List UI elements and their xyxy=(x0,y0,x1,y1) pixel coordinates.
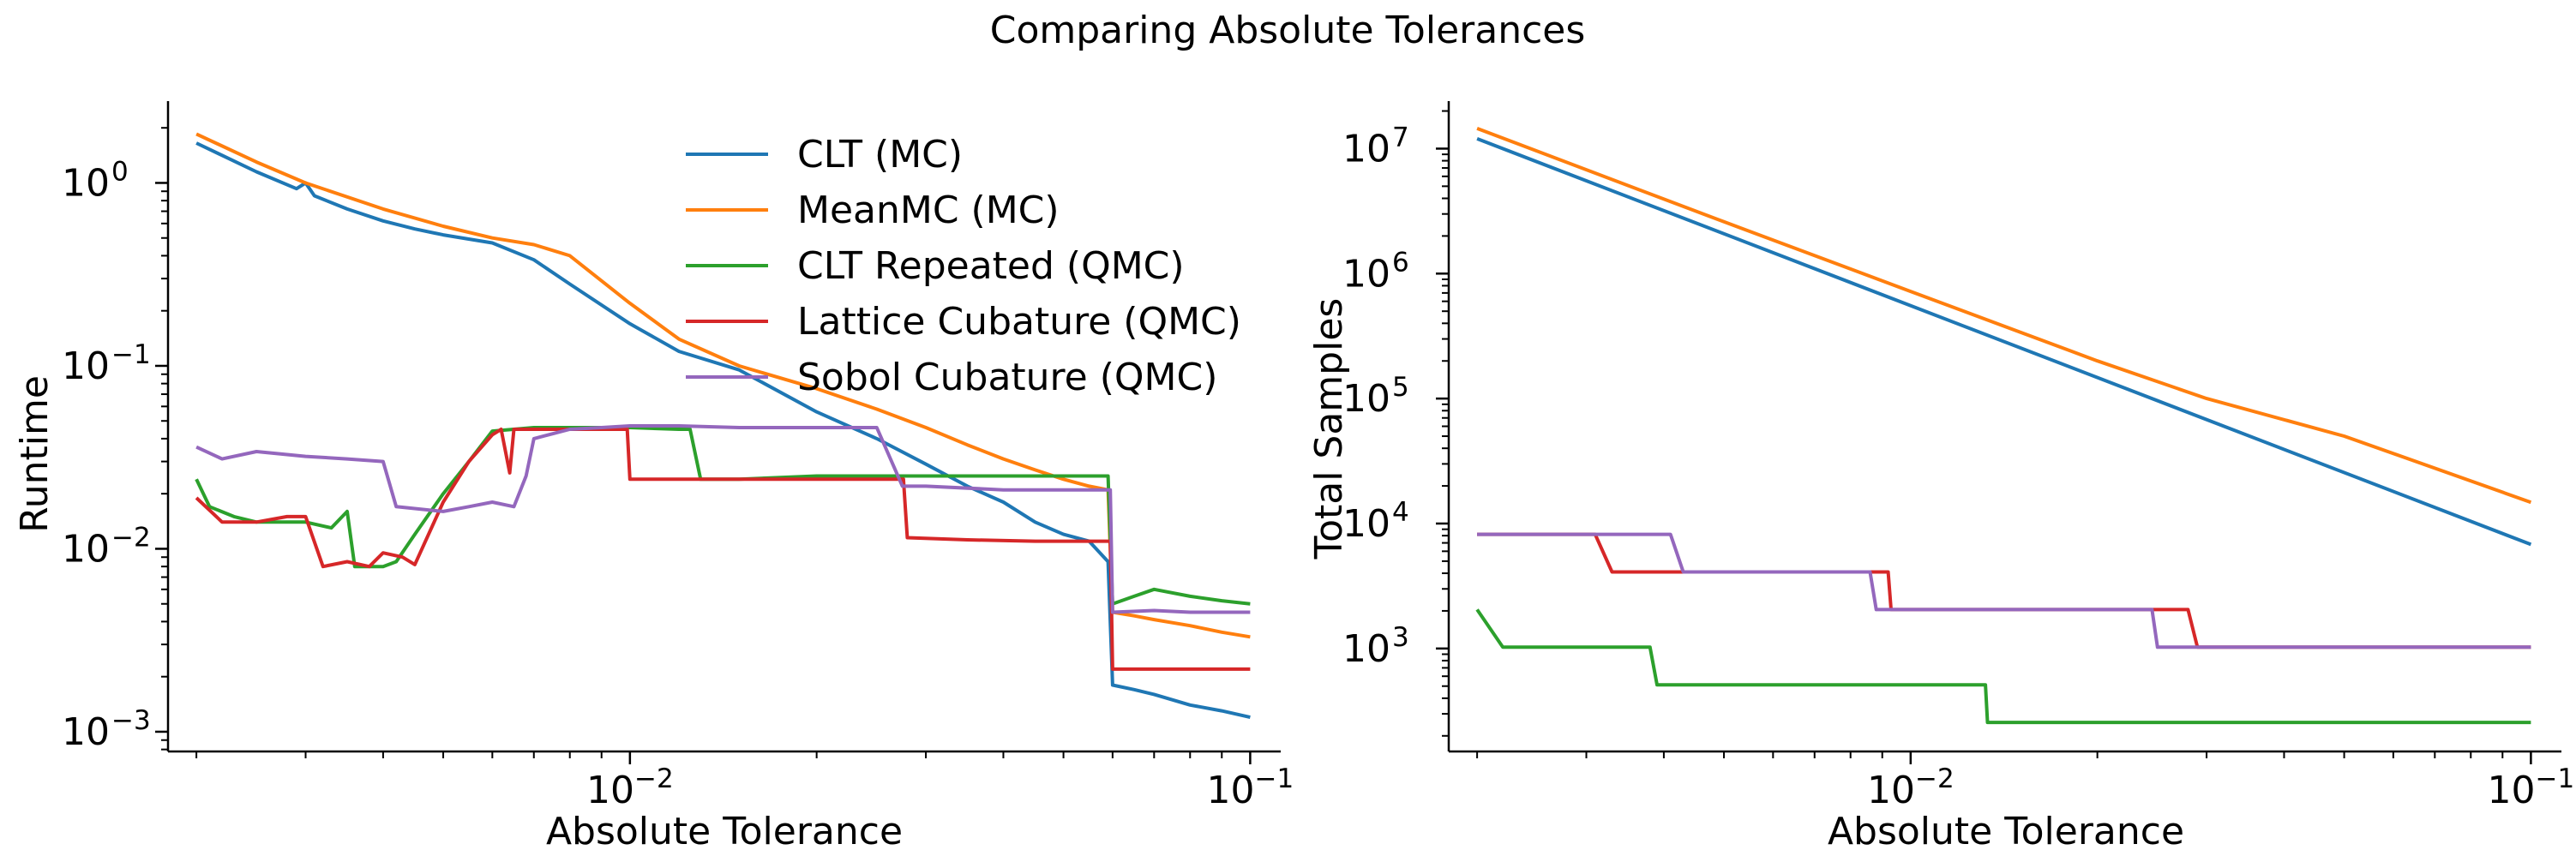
samples-series-line-0 xyxy=(1476,137,2532,547)
legend-label: CLT Repeated (QMC) xyxy=(797,244,1185,288)
samples-x-tick-label: 10−2 xyxy=(1867,763,1955,812)
legend-label: Sobol Cubature (QMC) xyxy=(797,356,1217,399)
samples-x-tick-label: 10−1 xyxy=(2488,763,2575,812)
runtime-chart: 10−2 10−1 10−3 10−2 10−1 100 Absolute Toleran… xyxy=(13,101,1294,853)
runtime-y-tick-label: 10−1 xyxy=(62,339,151,388)
runtime-y-tick-label: 10−3 xyxy=(62,705,151,754)
samples-y-tick-label: 103 xyxy=(1342,622,1409,671)
samples-y-tick-label: 107 xyxy=(1342,122,1409,171)
runtime-series-line-4 xyxy=(195,424,1251,614)
legend-label: MeanMC (MC) xyxy=(797,189,1060,232)
runtime-y-tick-label: 100 xyxy=(62,156,129,205)
runtime-x-axis-label: Absolute Tolerance xyxy=(546,810,903,853)
samples-y-axis-label: Total Samples xyxy=(1307,298,1351,560)
runtime-y-tick-label: 10−2 xyxy=(62,522,151,571)
samples-series-line-3 xyxy=(1477,532,2531,650)
samples-axes: 10−2 10−1 103 104 105 106 107 xyxy=(1342,101,2574,812)
figure-title: Comparing Absolute Tolerances xyxy=(990,9,1586,52)
samples-x-axis-label: Absolute Tolerance xyxy=(1828,810,2184,853)
runtime-axes: 10−2 10−1 10−3 10−2 10−1 100 xyxy=(62,101,1294,812)
runtime-y-axis-label: Runtime xyxy=(13,375,57,533)
samples-series-line-1 xyxy=(1476,127,2532,505)
runtime-series-line-3 xyxy=(195,428,1251,671)
samples-y-tick-label: 104 xyxy=(1342,497,1409,546)
legend-label: CLT (MC) xyxy=(797,133,963,177)
samples-chart: 10−2 10−1 103 104 105 106 107 Absolute Toleran… xyxy=(1307,101,2574,853)
samples-y-tick-label: 106 xyxy=(1342,247,1409,296)
runtime-x-tick-label: 10−1 xyxy=(1207,763,1294,812)
legend-label: Lattice Cubature (QMC) xyxy=(797,300,1241,344)
samples-series-line-4 xyxy=(1477,532,2531,650)
runtime-x-tick-label: 10−2 xyxy=(586,763,674,812)
runtime-series-line-0 xyxy=(195,141,1251,720)
samples-y-tick-label: 105 xyxy=(1342,372,1409,421)
runtime-series-line-1 xyxy=(195,132,1251,639)
runtime-series-line-2 xyxy=(195,426,1251,606)
samples-series-line-2 xyxy=(1475,608,2531,725)
runtime-plot-area xyxy=(195,132,1251,720)
legend: CLT (MC) MeanMC (MC) CLT Repeated (QMC) Lat… xyxy=(686,133,1241,399)
samples-plot-area xyxy=(1475,127,2532,725)
